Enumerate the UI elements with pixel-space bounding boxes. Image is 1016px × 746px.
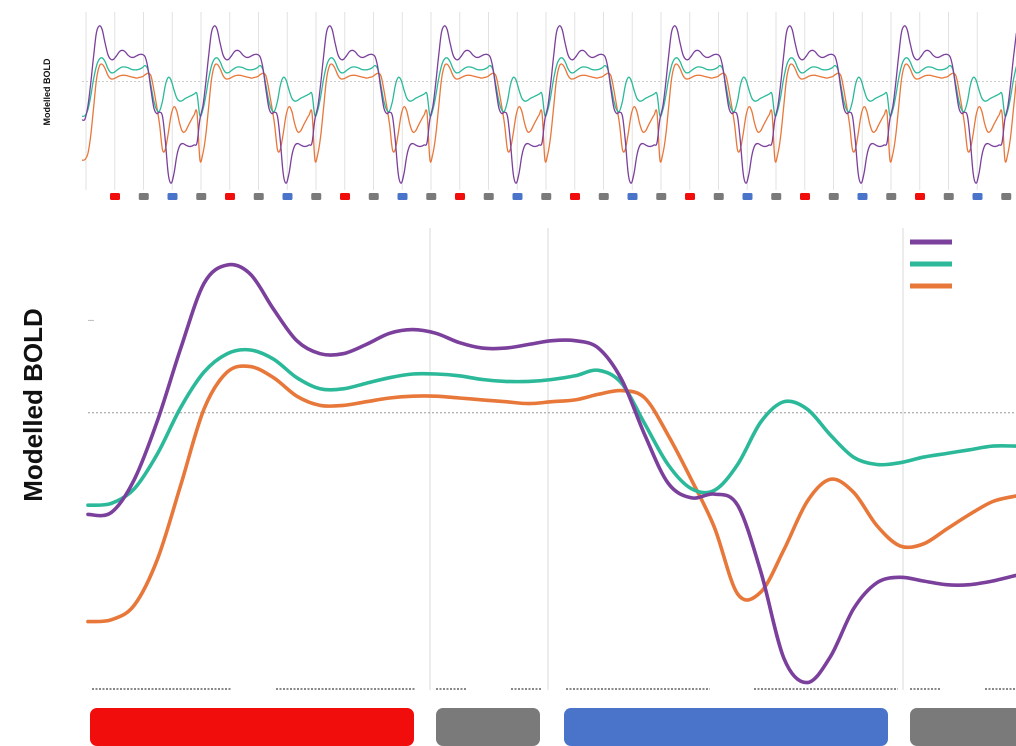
overview-marker-rest [426,193,437,200]
series-line-mpfc [86,262,1016,685]
overview-marker-self [455,193,465,200]
overview-line-md [81,63,1016,163]
overview-marker-rest [541,193,552,200]
overview-marker-rest [656,193,667,200]
overview-block-markers [110,193,1012,200]
overview-marker-self [915,193,925,200]
block-external [564,708,888,746]
overview-series [81,25,1016,184]
overview-marker-rest [138,193,149,200]
overview-marker-external [742,193,753,200]
overview-marker-rest [598,193,609,200]
overview-marker-rest [828,193,839,200]
main-grid [88,228,1016,690]
overview-marker-external [857,193,868,200]
overview-marker-rest [253,193,264,200]
overview-marker-rest [943,193,954,200]
overview-marker-rest [886,193,897,200]
overview-marker-self [340,193,350,200]
condition-blocks [90,708,1016,746]
overview-marker-external [282,193,293,200]
block-rest [910,708,1016,746]
overview-marker-self [570,193,580,200]
overview-line-mpfc [81,25,1016,184]
block-self [90,708,414,746]
series-line-md [86,364,1016,624]
overview-marker-external [512,193,523,200]
overview-marker-rest [311,193,322,200]
overview-marker-external [397,193,408,200]
overview-marker-self [110,193,120,200]
overview-line-bf [81,57,1016,118]
overview-y-axis-label: Modelled BOLD [42,58,52,125]
main-y-axis-label: Modelled BOLD [18,308,48,502]
overview-marker-self [685,193,695,200]
overview-marker-external [167,193,178,200]
main-chart: Modelled BOLD [18,228,1016,746]
overview-marker-rest [771,193,782,200]
overview-marker-self [225,193,235,200]
overview-marker-self [800,193,810,200]
block-rest [436,708,540,746]
series-line-bf [86,347,1016,508]
overview-marker-rest [368,193,379,200]
overview-marker-rest [1001,193,1012,200]
overview-marker-rest [483,193,494,200]
overview-chart: Modelled BOLD [42,12,1016,200]
overview-marker-external [627,193,638,200]
overview-marker-rest [713,193,724,200]
overview-marker-rest [196,193,207,200]
overview-marker-external [972,193,983,200]
legend [910,239,952,289]
main-series [86,262,1016,685]
